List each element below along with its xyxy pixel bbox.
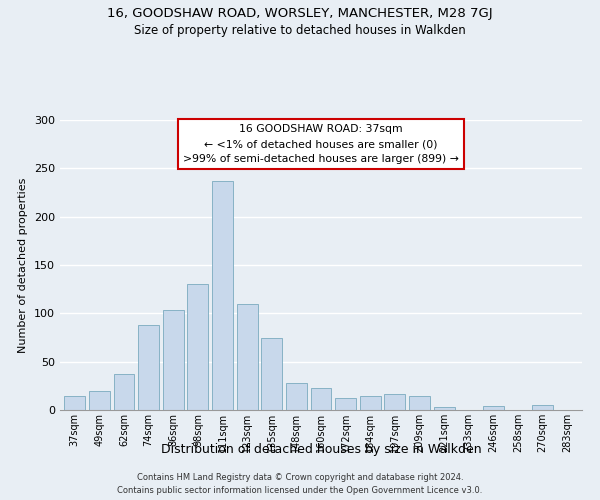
Bar xyxy=(360,396,381,410)
Bar xyxy=(64,396,85,410)
Text: Distribution of detached houses by size in Walkden: Distribution of detached houses by size … xyxy=(161,442,481,456)
Bar xyxy=(385,394,406,410)
Bar xyxy=(261,338,282,410)
Bar xyxy=(409,396,430,410)
Text: Contains HM Land Registry data © Crown copyright and database right 2024.
Contai: Contains HM Land Registry data © Crown c… xyxy=(118,474,482,495)
Text: 16 GOODSHAW ROAD: 37sqm
← <1% of detached houses are smaller (0)
>99% of semi-de: 16 GOODSHAW ROAD: 37sqm ← <1% of detache… xyxy=(183,124,459,164)
Bar xyxy=(236,304,257,410)
Bar xyxy=(138,325,159,410)
Bar xyxy=(89,390,110,410)
Bar xyxy=(335,398,356,410)
Bar xyxy=(113,374,134,410)
Bar xyxy=(187,284,208,410)
Text: 16, GOODSHAW ROAD, WORSLEY, MANCHESTER, M28 7GJ: 16, GOODSHAW ROAD, WORSLEY, MANCHESTER, … xyxy=(107,8,493,20)
Bar xyxy=(286,383,307,410)
Text: Size of property relative to detached houses in Walkden: Size of property relative to detached ho… xyxy=(134,24,466,37)
Y-axis label: Number of detached properties: Number of detached properties xyxy=(19,178,28,352)
Bar xyxy=(434,407,455,410)
Bar xyxy=(483,406,504,410)
Bar xyxy=(311,388,331,410)
Bar xyxy=(163,310,184,410)
Bar xyxy=(532,405,553,410)
Bar xyxy=(212,181,233,410)
